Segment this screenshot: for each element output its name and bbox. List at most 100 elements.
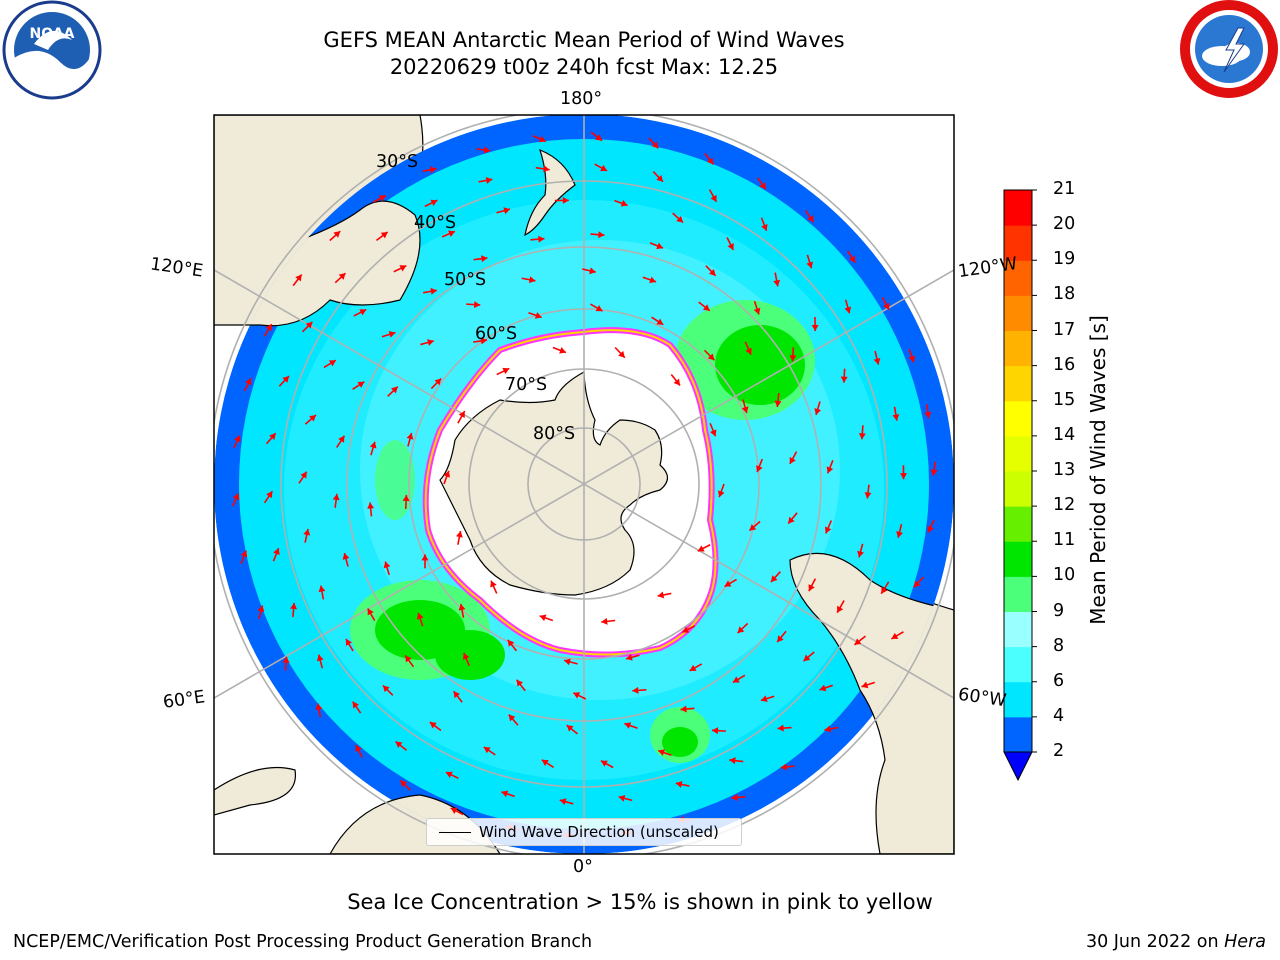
- wind-wave-arrow-head: [824, 526, 832, 534]
- wind-wave-arrow-head: [861, 681, 869, 689]
- wind-wave-arrow-head: [927, 525, 934, 533]
- wind-wave-arrow-head: [269, 433, 276, 441]
- wind-wave-arrow-head: [900, 473, 908, 480]
- noaa-logo-text: NOAA: [30, 26, 75, 42]
- wind-wave-arrow-head: [402, 494, 410, 502]
- lon-label-top: 180°: [560, 89, 603, 109]
- wind-wave-arrow-head: [458, 411, 465, 418]
- wind-wave-arrow-head: [539, 614, 547, 622]
- wind-wave-arrow-head: [232, 493, 240, 501]
- wind-wave-arrow-head: [383, 561, 391, 569]
- wind-wave-arrow-head: [564, 658, 571, 666]
- wind-wave-arrow-head: [566, 725, 574, 732]
- land-madagascar: [214, 766, 297, 816]
- wind-wave-arrow-head: [481, 255, 488, 263]
- wind-wave-arrow-head: [295, 274, 302, 282]
- colorbar-band: [1004, 260, 1032, 296]
- wind-wave-direction-arrows: [231, 131, 938, 839]
- wind-wave-arrow-head: [732, 676, 740, 683]
- wind-wave-arrow-head: [601, 617, 608, 625]
- wind-wave-arrow-head: [837, 605, 844, 613]
- lat-label-50s: 50°S: [444, 270, 487, 290]
- wind-wave-arrow-head: [266, 491, 273, 499]
- wind-wave-arrow-head: [562, 196, 569, 204]
- noaa-logo-icon: NOAA: [2, 0, 102, 100]
- wind-wave-arrow-head: [516, 679, 524, 687]
- colorbar-tick-label: 10: [1053, 565, 1076, 586]
- wind-wave-arrow-head: [731, 794, 738, 802]
- wind-wave-arrow-head: [780, 763, 788, 771]
- wind-wave-arrow-head: [421, 554, 429, 561]
- wind-wave-arrow-head: [290, 602, 298, 610]
- colorbar-band: [1004, 190, 1032, 226]
- wind-wave-arrow-head: [502, 367, 510, 375]
- wind-wave-arrow-head: [443, 470, 451, 478]
- wind-wave-arrow-head: [342, 553, 350, 560]
- wind-wave-arrow-head: [706, 157, 714, 165]
- wind-wave-arrow-head: [753, 307, 761, 315]
- legend-label: Wind Wave Direction (unscaled): [479, 823, 719, 841]
- wind-wave-arrow-head: [541, 759, 549, 766]
- wind-wave-arrow-head: [445, 771, 453, 778]
- wind-wave-arrow-head: [824, 725, 831, 733]
- footer-credit: NCEP/EMC/Verification Post Processing Pr…: [13, 932, 593, 952]
- wind-wave-arrow-head: [844, 306, 852, 314]
- colorbar-band: [1004, 541, 1032, 577]
- wind-wave-arrow-head: [680, 705, 687, 713]
- colorbar: [1003, 189, 1037, 782]
- sea-ice-caption: Sea Ice Concentration > 15% is shown in …: [347, 890, 933, 914]
- wind-wave-arrow-head: [367, 502, 375, 509]
- wind-wave-arrow-head: [282, 656, 290, 663]
- wind-wave-arrow-head: [864, 492, 872, 499]
- wind-wave-arrow-head: [485, 176, 493, 184]
- wind-wave-arrow-head: [430, 199, 438, 207]
- wind-wave-arrow-head: [826, 466, 834, 474]
- wind-wave-arrow-head: [774, 400, 782, 407]
- wind-wave-arrow-head: [430, 287, 437, 295]
- wind-wave-arrow-head: [559, 798, 567, 806]
- wind-wave-arrow-head: [854, 638, 862, 645]
- wind-wave-arrow-head: [453, 691, 461, 699]
- wind-wave-arrow-head: [881, 586, 888, 594]
- wind-wave-arrow-head: [240, 550, 248, 558]
- lon-label-bottom: 0°: [573, 857, 593, 877]
- wind-wave-arrow-head: [282, 376, 290, 383]
- wind-wave-arrow-head: [543, 165, 550, 173]
- chart-title: GEFS MEAN Antarctic Mean Period of Wind …: [323, 28, 845, 52]
- wind-wave-arrow-head: [814, 408, 822, 415]
- wind-wave-arrow-head: [328, 360, 336, 367]
- wind-wave-arrow-head: [503, 207, 511, 215]
- colorbar-band: [1004, 225, 1032, 261]
- wind-wave-arrow-head: [257, 605, 265, 613]
- colorbar-tick-label: 18: [1053, 284, 1076, 305]
- wind-wave-arrow-head: [788, 516, 795, 524]
- wind-wave-arrow-head: [632, 686, 639, 694]
- wind-wave-arrow-head: [649, 276, 657, 284]
- wind-wave-arrow-head: [378, 195, 386, 202]
- wind-wave-arrow-head: [305, 321, 313, 329]
- wind-wave-arrow-head: [462, 652, 470, 660]
- wind-wave-arrow-head: [399, 265, 407, 272]
- colorbar-tick-label: 16: [1053, 354, 1076, 375]
- wind-wave-arrow-head: [806, 261, 814, 269]
- wind-wave-arrow-head: [924, 411, 932, 419]
- wind-wave-arrow-head: [416, 612, 424, 620]
- wind-wave-arrow-head: [507, 639, 515, 647]
- colorbar-tick-label: 12: [1053, 495, 1076, 516]
- wind-wave-arrow-head: [759, 182, 766, 190]
- colorbar-band: [1004, 471, 1032, 507]
- colorbar-band: [1004, 330, 1032, 367]
- wind-wave-arrow-head: [892, 414, 900, 421]
- lat-label-40s: 40°S: [414, 213, 457, 233]
- wind-wave-arrow-head: [807, 215, 814, 223]
- wind-wave-arrow-head: [406, 432, 414, 440]
- wind-wave-arrow-head: [708, 269, 716, 276]
- wind-wave-arrow-head: [458, 603, 466, 611]
- wind-wave-arrow-head: [369, 441, 377, 449]
- wind-wave-arrow-head: [508, 714, 516, 722]
- wind-wave-arrow-head: [309, 414, 316, 422]
- wind-wave-arrow-head: [303, 528, 311, 536]
- wind-wave-arrow-head: [338, 273, 346, 280]
- wind-wave-arrow-head: [858, 433, 866, 440]
- wind-wave-arrow-head: [808, 584, 815, 592]
